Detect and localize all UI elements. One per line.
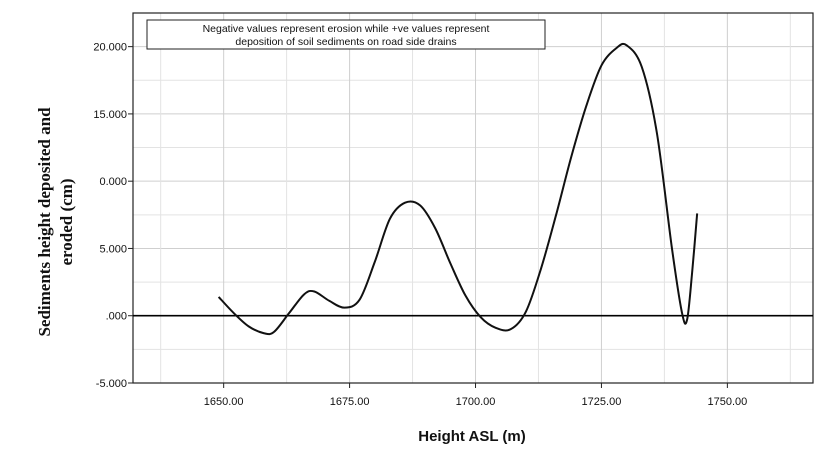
x-tick-label: 1750.00 <box>707 396 747 408</box>
x-tick-label: 1700.00 <box>456 396 496 408</box>
series-line <box>217 42 699 336</box>
x-axis-title: Height ASL (m) <box>418 428 526 445</box>
annotation-box: Negative values represent erosion while … <box>146 19 546 50</box>
annotation-frame <box>146 19 546 50</box>
y-axis: -5.000 .000 5.000 0.000 15.000 20.000 <box>93 42 133 390</box>
x-tick-label: 1650.00 <box>204 396 244 408</box>
x-axis: 1650.00 1675.00 1700.00 1725.00 1750.00 <box>204 383 747 408</box>
y-tick-label: 0.000 <box>99 176 127 188</box>
y-axis-title-line-2: eroded (cm) <box>57 178 76 265</box>
y-tick-label: -5.000 <box>96 378 127 390</box>
y-tick-label: 15.000 <box>93 109 127 121</box>
plot-frame <box>132 12 814 384</box>
x-tick-label: 1725.00 <box>582 396 622 408</box>
y-tick-label: 5.000 <box>99 243 127 255</box>
y-tick-label: .000 <box>106 311 127 323</box>
y-axis-title-line-1: Sediments height deposited and <box>35 107 54 337</box>
annotation-line-2: deposition of soil sediments on road sid… <box>235 36 456 48</box>
annotation-line-1: Negative values represent erosion while … <box>203 23 490 35</box>
y-tick-label: 20.000 <box>93 42 127 54</box>
x-tick-label: 1675.00 <box>330 396 370 408</box>
y-axis-title: Sediments height deposited and eroded (c… <box>35 107 76 337</box>
